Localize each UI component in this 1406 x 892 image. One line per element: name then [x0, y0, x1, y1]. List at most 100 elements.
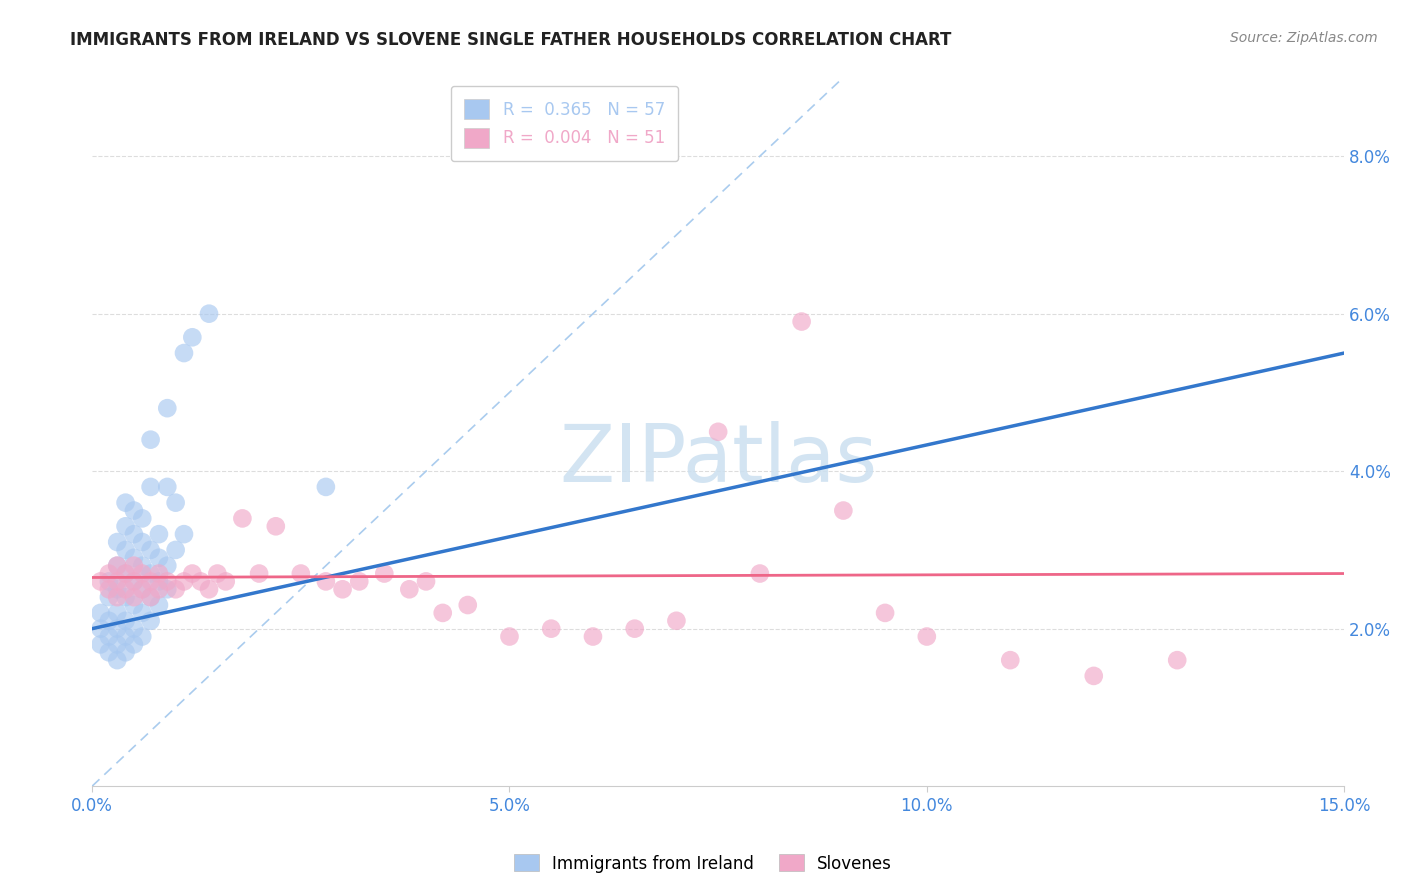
Point: [707, 425, 730, 439]
Point: [89, 622, 111, 636]
Point: [173, 574, 195, 589]
Point: [105, 582, 128, 597]
Point: [114, 542, 136, 557]
Point: [156, 574, 179, 589]
Point: [165, 542, 187, 557]
Point: [122, 574, 145, 589]
Point: [131, 566, 153, 581]
Point: [97, 566, 120, 581]
Point: [97, 574, 120, 589]
Point: [114, 645, 136, 659]
Point: [373, 566, 395, 581]
Point: [415, 574, 437, 589]
Point: [315, 574, 337, 589]
Point: [148, 550, 170, 565]
Point: [198, 582, 221, 597]
Point: [165, 582, 187, 597]
Point: [915, 630, 938, 644]
Point: [432, 606, 454, 620]
Point: [139, 566, 162, 581]
Point: [832, 503, 855, 517]
Point: [139, 590, 162, 604]
Point: [332, 582, 354, 597]
Point: [114, 566, 136, 581]
Point: [190, 574, 212, 589]
Point: [398, 582, 420, 597]
Point: [114, 630, 136, 644]
Point: [105, 574, 128, 589]
Point: [790, 314, 813, 328]
Point: [89, 637, 111, 651]
Point: [156, 480, 179, 494]
Point: [122, 622, 145, 636]
Point: [457, 598, 479, 612]
Point: [148, 582, 170, 597]
Point: [89, 574, 111, 589]
Point: [114, 566, 136, 581]
Point: [582, 630, 605, 644]
Point: [665, 614, 688, 628]
Point: [105, 558, 128, 573]
Text: Source: ZipAtlas.com: Source: ZipAtlas.com: [1230, 31, 1378, 45]
Point: [156, 558, 179, 573]
Point: [540, 622, 562, 636]
Point: [97, 614, 120, 628]
Legend: R =  0.365   N = 57, R =  0.004   N = 51: R = 0.365 N = 57, R = 0.004 N = 51: [451, 86, 678, 161]
Point: [105, 622, 128, 636]
Point: [748, 566, 770, 581]
Point: [264, 519, 287, 533]
Point: [139, 574, 162, 589]
Point: [114, 519, 136, 533]
Point: [131, 535, 153, 549]
Point: [122, 558, 145, 573]
Point: [181, 566, 204, 581]
Point: [173, 527, 195, 541]
Point: [139, 542, 162, 557]
Point: [131, 630, 153, 644]
Point: [122, 527, 145, 541]
Point: [105, 637, 128, 651]
Point: [89, 606, 111, 620]
Point: [105, 535, 128, 549]
Point: [349, 574, 371, 589]
Point: [139, 480, 162, 494]
Point: [105, 590, 128, 604]
Point: [114, 496, 136, 510]
Point: [97, 630, 120, 644]
Text: IMMIGRANTS FROM IRELAND VS SLOVENE SINGLE FATHER HOUSEHOLDS CORRELATION CHART: IMMIGRANTS FROM IRELAND VS SLOVENE SINGL…: [70, 31, 952, 49]
Point: [105, 653, 128, 667]
Point: [114, 582, 136, 597]
Point: [105, 558, 128, 573]
Point: [1166, 653, 1188, 667]
Point: [122, 590, 145, 604]
Point: [139, 614, 162, 628]
Point: [122, 550, 145, 565]
Point: [131, 606, 153, 620]
Point: [148, 566, 170, 581]
Point: [131, 511, 153, 525]
Point: [131, 558, 153, 573]
Point: [114, 614, 136, 628]
Point: [122, 574, 145, 589]
Point: [131, 582, 153, 597]
Point: [97, 590, 120, 604]
Point: [114, 590, 136, 604]
Point: [97, 582, 120, 597]
Point: [139, 433, 162, 447]
Point: [148, 574, 170, 589]
Point: [215, 574, 238, 589]
Point: [207, 566, 229, 581]
Point: [148, 598, 170, 612]
Point: [181, 330, 204, 344]
Legend: Immigrants from Ireland, Slovenes: Immigrants from Ireland, Slovenes: [508, 847, 898, 880]
Point: [498, 630, 520, 644]
Point: [315, 480, 337, 494]
Point: [290, 566, 312, 581]
Point: [1000, 653, 1022, 667]
Point: [1083, 669, 1105, 683]
Point: [97, 645, 120, 659]
Point: [148, 527, 170, 541]
Point: [198, 307, 221, 321]
Point: [122, 598, 145, 612]
Point: [247, 566, 270, 581]
